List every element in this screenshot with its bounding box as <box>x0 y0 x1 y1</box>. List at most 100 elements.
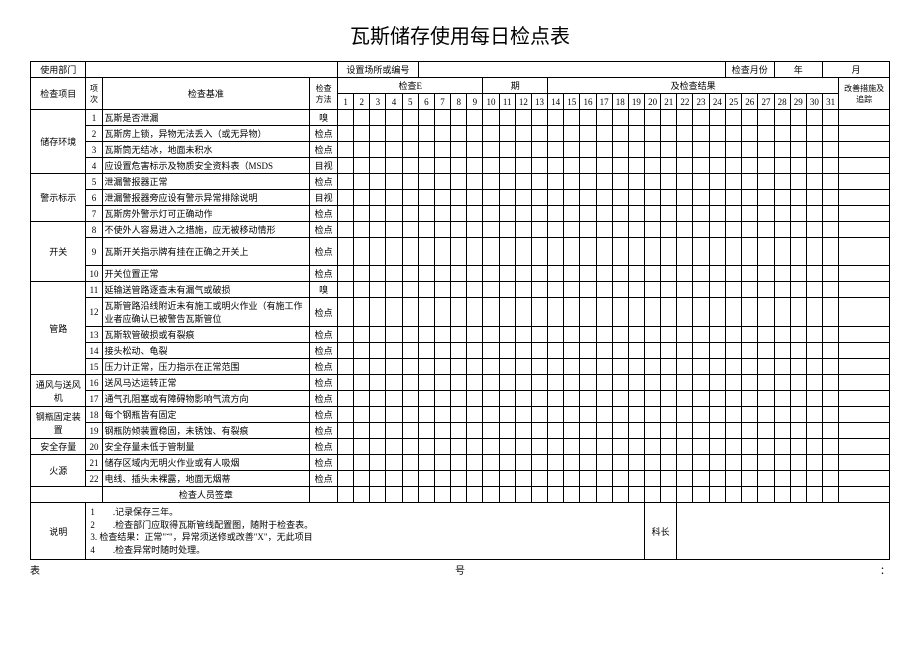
check-cell[interactable] <box>451 407 467 423</box>
check-cell[interactable] <box>531 206 547 222</box>
check-cell[interactable] <box>693 266 709 282</box>
check-cell[interactable] <box>402 423 418 439</box>
check-cell[interactable] <box>758 439 774 455</box>
check-cell[interactable] <box>677 158 693 174</box>
check-cell[interactable] <box>515 282 531 298</box>
check-cell[interactable] <box>693 190 709 206</box>
check-cell[interactable] <box>337 238 353 266</box>
check-cell[interactable] <box>758 359 774 375</box>
check-cell[interactable] <box>806 222 822 238</box>
check-cell[interactable] <box>645 190 661 206</box>
check-cell[interactable] <box>548 266 564 282</box>
check-cell[interactable] <box>758 407 774 423</box>
check-cell[interactable] <box>564 282 580 298</box>
check-cell[interactable] <box>612 375 628 391</box>
check-cell[interactable] <box>661 222 677 238</box>
check-cell[interactable] <box>580 439 596 455</box>
check-cell[interactable] <box>370 266 386 282</box>
check-cell[interactable] <box>499 439 515 455</box>
check-cell[interactable] <box>548 471 564 487</box>
check-cell[interactable] <box>451 471 467 487</box>
check-cell[interactable] <box>709 282 725 298</box>
check-cell[interactable] <box>677 343 693 359</box>
check-cell[interactable] <box>758 375 774 391</box>
check-cell[interactable] <box>628 142 644 158</box>
check-cell[interactable] <box>386 375 402 391</box>
check-cell[interactable] <box>548 222 564 238</box>
remark-cell[interactable] <box>839 266 890 282</box>
sign-cell[interactable] <box>434 487 450 503</box>
check-cell[interactable] <box>628 471 644 487</box>
sign-cell[interactable] <box>451 487 467 503</box>
check-cell[interactable] <box>434 158 450 174</box>
check-cell[interactable] <box>499 190 515 206</box>
check-cell[interactable] <box>806 455 822 471</box>
check-cell[interactable] <box>628 158 644 174</box>
check-cell[interactable] <box>709 110 725 126</box>
check-cell[interactable] <box>645 407 661 423</box>
check-cell[interactable] <box>564 110 580 126</box>
check-cell[interactable] <box>483 407 499 423</box>
remark-cell[interactable] <box>839 298 890 327</box>
check-cell[interactable] <box>337 282 353 298</box>
check-cell[interactable] <box>483 298 499 327</box>
check-cell[interactable] <box>386 343 402 359</box>
check-cell[interactable] <box>645 222 661 238</box>
check-cell[interactable] <box>515 174 531 190</box>
check-cell[interactable] <box>402 238 418 266</box>
check-cell[interactable] <box>434 327 450 343</box>
check-cell[interactable] <box>774 359 790 375</box>
check-cell[interactable] <box>645 471 661 487</box>
check-cell[interactable] <box>386 174 402 190</box>
check-cell[interactable] <box>661 423 677 439</box>
check-cell[interactable] <box>499 126 515 142</box>
check-cell[interactable] <box>402 298 418 327</box>
check-cell[interactable] <box>612 282 628 298</box>
remark-cell[interactable] <box>839 423 890 439</box>
check-cell[interactable] <box>386 407 402 423</box>
check-cell[interactable] <box>661 327 677 343</box>
check-cell[interactable] <box>515 190 531 206</box>
check-cell[interactable] <box>418 375 434 391</box>
check-cell[interactable] <box>790 375 806 391</box>
check-cell[interactable] <box>499 222 515 238</box>
check-cell[interactable] <box>499 455 515 471</box>
check-cell[interactable] <box>661 391 677 407</box>
check-cell[interactable] <box>790 423 806 439</box>
check-cell[interactable] <box>742 282 758 298</box>
check-cell[interactable] <box>693 423 709 439</box>
check-cell[interactable] <box>499 298 515 327</box>
check-cell[interactable] <box>564 266 580 282</box>
check-cell[interactable] <box>580 206 596 222</box>
check-cell[interactable] <box>645 327 661 343</box>
check-cell[interactable] <box>370 206 386 222</box>
check-cell[interactable] <box>386 327 402 343</box>
check-cell[interactable] <box>434 142 450 158</box>
check-cell[interactable] <box>580 298 596 327</box>
check-cell[interactable] <box>709 375 725 391</box>
check-cell[interactable] <box>418 126 434 142</box>
check-cell[interactable] <box>774 423 790 439</box>
check-cell[interactable] <box>596 238 612 266</box>
check-cell[interactable] <box>386 423 402 439</box>
check-cell[interactable] <box>451 238 467 266</box>
check-cell[interactable] <box>726 158 742 174</box>
check-cell[interactable] <box>418 282 434 298</box>
check-cell[interactable] <box>499 359 515 375</box>
check-cell[interactable] <box>726 190 742 206</box>
check-cell[interactable] <box>790 471 806 487</box>
check-cell[interactable] <box>386 110 402 126</box>
check-cell[interactable] <box>677 423 693 439</box>
check-cell[interactable] <box>548 439 564 455</box>
sign-cell[interactable] <box>564 487 580 503</box>
check-cell[interactable] <box>596 158 612 174</box>
check-cell[interactable] <box>661 375 677 391</box>
check-cell[interactable] <box>726 206 742 222</box>
check-cell[interactable] <box>483 110 499 126</box>
check-cell[interactable] <box>823 190 839 206</box>
check-cell[interactable] <box>580 359 596 375</box>
check-cell[interactable] <box>531 423 547 439</box>
check-cell[interactable] <box>531 327 547 343</box>
check-cell[interactable] <box>726 142 742 158</box>
check-cell[interactable] <box>742 375 758 391</box>
